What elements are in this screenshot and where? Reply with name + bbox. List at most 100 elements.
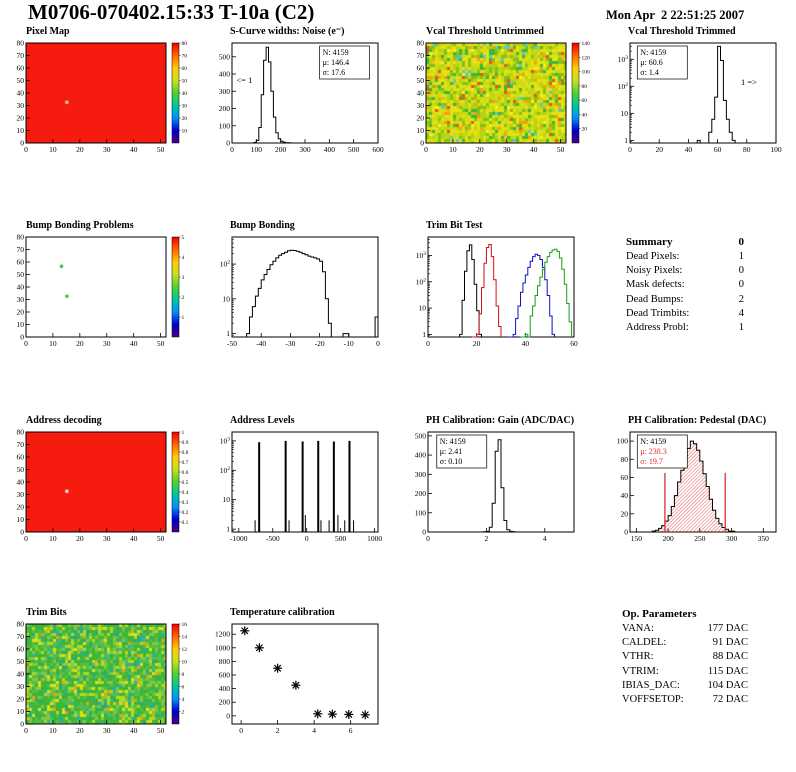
svg-text:103: 103: [618, 55, 629, 64]
stats-box: [319, 45, 370, 80]
svg-text:0: 0: [24, 145, 28, 154]
svg-text:1: 1: [182, 315, 185, 321]
table-row: VANA: 177 DAC: [622, 622, 748, 636]
svg-text:30: 30: [103, 726, 111, 735]
svg-text:103: 103: [220, 436, 231, 445]
svg-text:0: 0: [230, 145, 234, 154]
svg-text:0: 0: [426, 339, 430, 348]
svg-text:102: 102: [416, 277, 427, 286]
svg-text:102: 102: [220, 260, 231, 269]
row-value: 115 DAC: [707, 665, 748, 677]
svg-text:140: 140: [582, 41, 591, 47]
svg-text:40: 40: [417, 89, 425, 98]
panel-title: Vcal Threshold Trimmed: [628, 26, 736, 37]
panel-address-decoding: Address decoding 0 10 20 30 40 50 0 10 20 30 40 50 6…: [0, 415, 200, 557]
svg-text:60: 60: [17, 258, 25, 267]
svg-text:70: 70: [17, 51, 25, 60]
svg-text:30: 30: [103, 339, 111, 348]
svg-text:20: 20: [76, 534, 84, 543]
svg-text:350: 350: [758, 534, 770, 543]
svg-text:10: 10: [449, 145, 457, 154]
panel-address-levels: Address Levels -1000 -500 0 500 1000 1 10 102 10…: [204, 415, 404, 557]
stats-box: [436, 434, 488, 469]
svg-text:30: 30: [17, 490, 25, 499]
table-row: Noisy Pixels: 0: [626, 264, 744, 278]
svg-text:σ: 0.10: σ: 0.10: [440, 457, 463, 466]
svg-text:500: 500: [335, 534, 347, 543]
row-value: 0: [738, 279, 744, 291]
address-levels-plot: -1000 -500 0 500 1000 1 10 102 103: [220, 431, 382, 543]
svg-text:100: 100: [415, 508, 427, 517]
svg-text:10: 10: [223, 495, 231, 504]
panel-scurve-noise: S-Curve widths: Noise (e⁻) 0 100 200 300 400…: [204, 26, 404, 168]
svg-text:0.5: 0.5: [182, 480, 189, 486]
svg-text:1 =>: 1 =>: [741, 77, 757, 87]
svg-text:50: 50: [417, 76, 425, 85]
row-label: VTHR:: [622, 651, 654, 663]
series-path: [232, 249, 379, 338]
pixel-map-heatmap: [26, 43, 166, 143]
svg-text:0: 0: [624, 528, 628, 537]
svg-text:30: 30: [17, 295, 25, 304]
svg-text:200: 200: [219, 698, 231, 707]
svg-text:σ: 19.7: σ: 19.7: [640, 457, 663, 466]
table-row: Dead Bumps: 2: [626, 293, 744, 307]
stats-box: [636, 434, 688, 469]
svg-text:0.2: 0.2: [182, 510, 189, 516]
svg-text:50: 50: [157, 145, 165, 154]
svg-text:200: 200: [662, 534, 674, 543]
trim-bits-heatmap: [26, 624, 166, 724]
svg-text:500: 500: [348, 145, 360, 154]
svg-text:100: 100: [582, 70, 591, 76]
panel-title: Bump Bonding Problems: [26, 220, 134, 231]
svg-text:30: 30: [103, 534, 111, 543]
svg-text:σ: 17.6: σ: 17.6: [323, 68, 346, 77]
svg-text:60: 60: [182, 66, 188, 72]
svg-text:4: 4: [543, 534, 547, 543]
row-label: IBIAS_DAC:: [622, 679, 680, 691]
svg-text:1: 1: [226, 329, 230, 338]
svg-text:40: 40: [685, 145, 693, 154]
svg-text:80: 80: [17, 620, 25, 629]
svg-text:80: 80: [17, 233, 25, 242]
svg-text:20: 20: [17, 695, 25, 704]
row-value: 0: [738, 265, 744, 277]
op-parameters-title: Op. Parameters: [622, 608, 697, 620]
svg-text:20: 20: [182, 116, 188, 122]
svg-text:μ: 238.3: μ: 238.3: [640, 447, 667, 456]
panel-pixel-map: Pixel Map 0 10 20 30 40 50 0 10 20 30 40 50 60 70 80 10…: [0, 26, 200, 168]
bump-bonding-plot: -50 -40 -30 -20 -10 0 1 10 102: [220, 236, 380, 348]
series-path: [480, 439, 517, 533]
svg-text:30: 30: [17, 101, 25, 110]
svg-text:500: 500: [219, 52, 231, 61]
panel-vcal-trimmed: Vcal Threshold Trimmed 0 20 40 60 80 100 1 10 10…: [602, 26, 796, 168]
svg-text:30: 30: [417, 101, 425, 110]
svg-text:20: 20: [476, 145, 484, 154]
row-label: Address Probl:: [626, 322, 689, 334]
svg-text:10: 10: [419, 304, 427, 313]
svg-text:80: 80: [17, 428, 25, 437]
axes-box: [231, 236, 379, 338]
table-row: Address Probl: 1: [626, 321, 744, 335]
svg-text:3: 3: [182, 275, 185, 281]
svg-text:60: 60: [417, 64, 425, 73]
summary-block: Summary 0 Dead Pixels: 1 Noisy Pixels: 0 Mas…: [626, 234, 744, 335]
trim-bits-plot: 0 10 20 30 40 50 0 10 20 30 40 50 60 70 80 2 4 6 8 10 12 14 16: [17, 620, 188, 735]
svg-text:1000: 1000: [215, 643, 230, 652]
table-row: VTHR: 88 DAC: [622, 650, 748, 664]
svg-text:1000: 1000: [367, 534, 382, 543]
svg-text:60: 60: [570, 339, 578, 348]
svg-text:1: 1: [422, 330, 426, 339]
panel-bump-problems: Bump Bonding Problems 0 10 20 30 40 50 0 10 20 30…: [0, 220, 200, 362]
row-value: 72 DAC: [712, 694, 748, 706]
series-path: [520, 248, 573, 338]
svg-text:50: 50: [157, 726, 165, 735]
panel-temperature-calibration: Temperature calibration 0 2 4 6 0 200 400 600 80…: [204, 607, 404, 749]
svg-text:40: 40: [17, 283, 25, 292]
svg-text:50: 50: [182, 79, 188, 85]
panel-title: PH Calibration: Pedestal (DAC): [628, 415, 767, 426]
svg-text:0: 0: [24, 339, 28, 348]
svg-text:30: 30: [182, 104, 188, 110]
